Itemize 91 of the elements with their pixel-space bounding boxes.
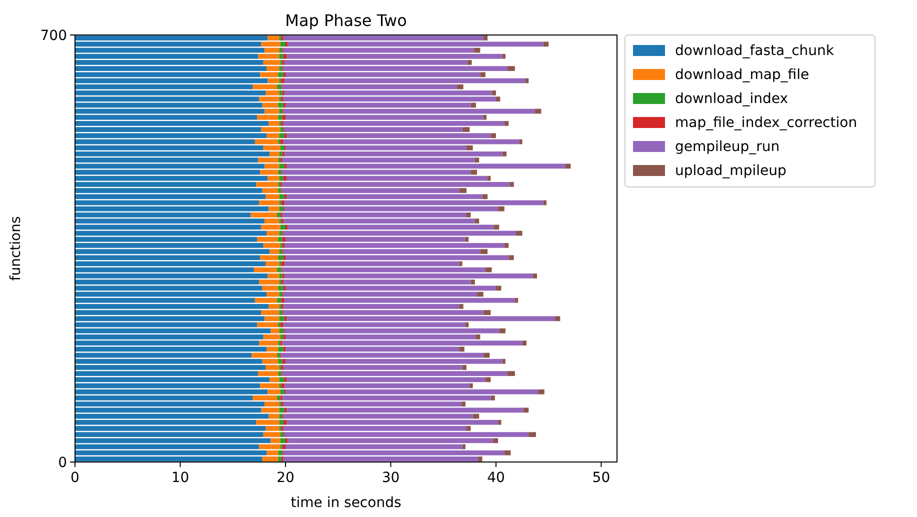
bar bbox=[470, 383, 473, 388]
bar bbox=[528, 432, 536, 437]
bar bbox=[519, 139, 522, 144]
bar bbox=[516, 230, 522, 236]
bar bbox=[532, 274, 538, 278]
bar bbox=[480, 72, 486, 78]
bar bbox=[284, 316, 287, 322]
bar bbox=[284, 408, 287, 413]
bar bbox=[470, 280, 475, 284]
bar bbox=[283, 420, 287, 425]
bar bbox=[504, 450, 511, 456]
bar bbox=[502, 152, 506, 156]
x-tick-label: 20 bbox=[276, 470, 294, 486]
legend-label: download_index bbox=[675, 91, 788, 107]
bar bbox=[522, 340, 526, 346]
bar bbox=[466, 145, 473, 150]
bar bbox=[494, 224, 500, 230]
x-tick-label: 10 bbox=[171, 470, 190, 486]
bar bbox=[476, 334, 480, 340]
bar bbox=[459, 261, 462, 266]
bar bbox=[482, 194, 488, 200]
bar bbox=[466, 426, 471, 431]
bar bbox=[280, 322, 284, 328]
bar bbox=[284, 133, 287, 138]
bar bbox=[498, 420, 502, 425]
bar bbox=[470, 170, 478, 175]
bar bbox=[457, 84, 464, 90]
chart-title: Map Phase Two bbox=[285, 11, 407, 30]
bar bbox=[468, 60, 472, 65]
legend-label: download_map_file bbox=[675, 67, 810, 83]
bar bbox=[502, 358, 506, 364]
bar bbox=[462, 365, 467, 370]
bar bbox=[504, 243, 509, 248]
x-tick-label: 40 bbox=[487, 470, 505, 486]
bar bbox=[477, 292, 484, 297]
bar bbox=[284, 194, 287, 200]
bar bbox=[508, 66, 515, 71]
bar bbox=[508, 255, 514, 260]
bar bbox=[478, 456, 482, 462]
bar bbox=[462, 127, 470, 132]
bar bbox=[284, 377, 287, 382]
bar bbox=[492, 90, 496, 96]
bar bbox=[492, 438, 498, 444]
bar bbox=[488, 176, 491, 181]
legend-label: map_file_index_correction bbox=[675, 115, 858, 131]
bar bbox=[543, 42, 549, 47]
bar bbox=[508, 371, 515, 376]
bar bbox=[474, 218, 480, 224]
bar bbox=[502, 54, 506, 59]
bar bbox=[470, 102, 476, 108]
bar bbox=[466, 212, 471, 218]
bar bbox=[496, 286, 502, 291]
x-tick-label: 30 bbox=[382, 470, 400, 486]
legend-label: upload_mpileup bbox=[675, 163, 786, 179]
x-axis-title: time in seconds bbox=[290, 495, 402, 511]
bar bbox=[510, 182, 514, 187]
bar bbox=[514, 298, 518, 303]
bar bbox=[499, 328, 506, 334]
bar bbox=[565, 164, 571, 169]
bar bbox=[459, 188, 467, 193]
bar bbox=[280, 139, 284, 144]
legend-label: gempileup_run bbox=[675, 139, 780, 155]
bar bbox=[504, 121, 509, 126]
bar bbox=[461, 402, 466, 406]
y-tick-label: 700 bbox=[40, 28, 67, 44]
bar bbox=[459, 346, 464, 352]
bar bbox=[538, 389, 544, 394]
bar bbox=[285, 224, 288, 230]
bar bbox=[490, 133, 496, 138]
bar bbox=[285, 438, 288, 444]
y-axis-title: functions bbox=[8, 216, 24, 281]
bar bbox=[459, 304, 464, 309]
bar bbox=[498, 206, 504, 212]
bar bbox=[474, 158, 480, 162]
bar bbox=[465, 236, 469, 242]
bar bbox=[483, 114, 486, 120]
bar bbox=[490, 396, 495, 400]
bar bbox=[483, 36, 488, 40]
bar bbox=[283, 176, 287, 181]
bar bbox=[485, 377, 491, 382]
bar bbox=[523, 408, 529, 413]
bar bbox=[483, 310, 491, 315]
bar bbox=[485, 267, 492, 272]
bar bbox=[285, 42, 288, 47]
x-tick-label: 50 bbox=[592, 470, 610, 486]
legend-label: download_fasta_chunk bbox=[675, 43, 835, 59]
bar bbox=[480, 249, 488, 254]
bar bbox=[496, 96, 500, 102]
x-tick-label: 0 bbox=[70, 470, 80, 486]
bar bbox=[284, 164, 287, 169]
bar bbox=[554, 316, 560, 322]
